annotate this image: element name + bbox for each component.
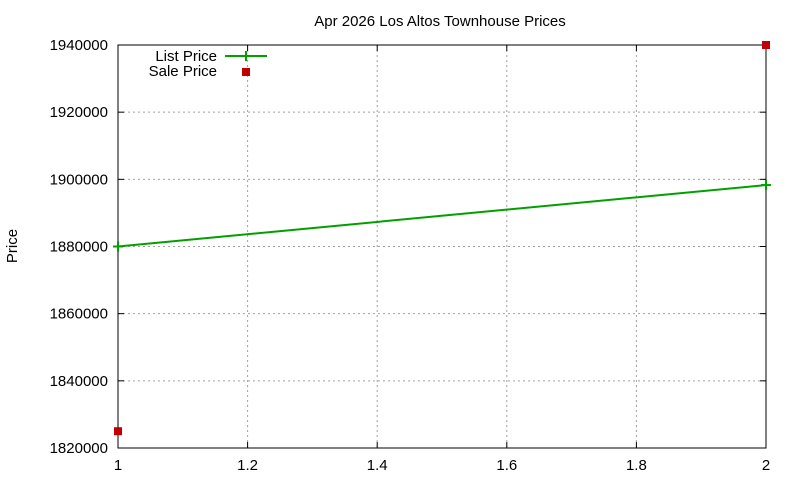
data-point-list-price	[761, 180, 771, 191]
legend: List Price Sale Price	[149, 48, 267, 80]
y-tick-label: 1860000	[50, 306, 108, 323]
legend-marker-sale-price	[242, 68, 250, 76]
legend-label-sale-price: Sale Price	[149, 63, 217, 80]
x-tick-label: 1	[114, 457, 122, 474]
y-axis-label: Price	[4, 229, 21, 263]
data-point-sale-price	[762, 41, 770, 49]
series-layer	[113, 41, 771, 436]
y-tick-label: 1920000	[50, 104, 108, 121]
legend-label-list-price: List Price	[155, 48, 217, 65]
y-tick-label: 1940000	[50, 37, 108, 54]
series-line-list-price	[117, 184, 767, 248]
x-tick-label: 1.6	[496, 457, 517, 474]
data-point-list-price	[113, 241, 123, 252]
y-tick-label: 1840000	[50, 373, 108, 390]
y-tick-label: 1820000	[50, 440, 108, 457]
y-tick-label: 1880000	[50, 239, 108, 256]
y-tick-label: 1900000	[50, 171, 108, 188]
data-point-sale-price	[114, 427, 122, 436]
axis-ticks: 1 1.2 1.4 1.6 1.8 2 1820000 1840000 1860000 18800…	[50, 37, 771, 474]
x-tick-label: 1.2	[237, 457, 258, 474]
chart-title: Apr 2026 Los Altos Townhouse Prices	[314, 13, 566, 30]
x-tick-label: 2	[762, 457, 770, 474]
x-tick-label: 1.4	[367, 457, 388, 474]
grid	[118, 45, 766, 448]
x-tick-label: 1.8	[626, 457, 647, 474]
